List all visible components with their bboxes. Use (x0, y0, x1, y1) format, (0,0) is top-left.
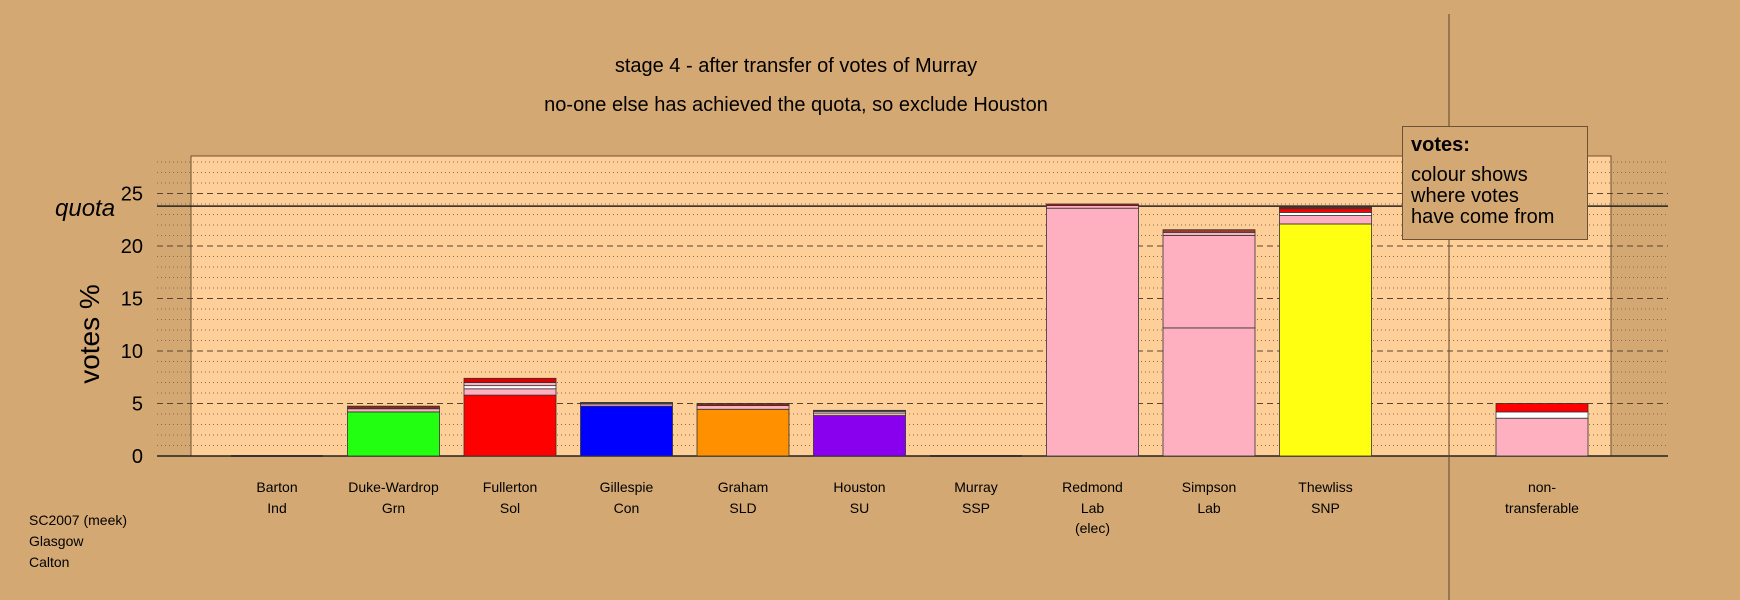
candidate-party: SU (850, 500, 869, 516)
candidate-party: Lab (1197, 500, 1221, 516)
legend-box: votes: colour shows where votes have com… (1402, 126, 1588, 240)
bar-segment-fullerton (463, 394, 557, 457)
y-tick-label: 20 (121, 236, 143, 258)
nontransferable-label-1: non- (1528, 479, 1556, 495)
footer-ward: Calton (29, 554, 70, 570)
nontransferable-label-2: transferable (1505, 500, 1579, 516)
bar-segment-thewliss (1279, 215, 1372, 225)
bar-segment-graham (696, 403, 790, 406)
bar-segment-gillespie (580, 405, 673, 457)
candidate-party: Grn (382, 500, 405, 516)
candidate-name: Murray (954, 479, 998, 495)
candidate-party: SLD (729, 500, 756, 516)
bar-segment-nontransferable (1495, 417, 1589, 457)
candidate-party: Con (614, 500, 640, 516)
bar-segment-thewliss (1279, 223, 1372, 457)
y-tick-label: 25 (121, 184, 143, 206)
bar-segment-houston (813, 409, 906, 412)
candidate-name: Barton (256, 479, 297, 495)
bars (231, 203, 1589, 457)
bar-segment-fullerton (463, 382, 557, 387)
bar-segment-nontransferable (1495, 411, 1589, 419)
chart-title: stage 4 - after transfer of votes of Mur… (615, 55, 977, 77)
bar-segment-houston (813, 415, 906, 457)
bar-segment-thewliss (1279, 208, 1372, 213)
candidate-name: Fullerton (483, 479, 537, 495)
bar-segment-thewliss (1279, 211, 1372, 216)
candidate-party: Sol (500, 500, 520, 516)
bar-segment-fullerton (463, 388, 557, 396)
bar-segment-fullerton (463, 385, 557, 390)
y-tick-label: 15 (121, 289, 143, 311)
bar-segment-fullerton (463, 377, 557, 383)
footer-caption: SC2007 (meek) Glasgow Calton (29, 510, 127, 573)
bar-segment-simpson (1162, 235, 1256, 329)
bar-segment-duke-wardrop (347, 405, 440, 410)
bar-segment-simpson (1162, 327, 1256, 457)
bar-segment-nontransferable (1495, 403, 1589, 413)
y-axis: 0 5 10 15 20 25 (121, 184, 143, 469)
bar-segment-graham (696, 408, 790, 457)
candidate-name: Simpson (1182, 479, 1236, 495)
chart-subtitle: no-one else has achieved the quota, so e… (544, 94, 1048, 116)
candidate-name: Duke-Wardrop (348, 479, 439, 495)
y-tick-label: 5 (132, 394, 143, 416)
candidate-name: Graham (718, 479, 769, 495)
legend-line-3: have come from (1411, 206, 1555, 228)
candidate-note: (elec) (1075, 520, 1110, 536)
candidate-name: Thewliss (1298, 479, 1352, 495)
legend-line-1: colour shows (1411, 164, 1528, 186)
candidate-name: Gillespie (600, 479, 654, 495)
candidate-name: Redmond (1062, 479, 1123, 495)
candidate-party: SNP (1311, 500, 1340, 516)
candidate-party: Ind (267, 500, 286, 516)
bar-segment-simpson (1162, 231, 1256, 236)
bar-segment-redmond (1046, 203, 1139, 206)
y-tick-label: 0 (132, 446, 143, 468)
footer-election: SC2007 (meek) (29, 512, 128, 528)
bar-segment-gillespie (580, 402, 673, 405)
candidate-name: Houston (833, 479, 885, 495)
bar-segment-thewliss (1279, 206, 1372, 210)
bar-segment-redmond (1046, 207, 1139, 457)
bar-segment-simpson (1162, 229, 1256, 233)
candidate-party: Lab (1081, 500, 1105, 516)
legend-line-2: where votes (1411, 185, 1519, 207)
y-tick-label: 10 (121, 341, 143, 363)
footer-council: Glasgow (29, 533, 84, 549)
quota-label: quota (55, 195, 115, 222)
legend-title: votes: (1411, 134, 1470, 156)
candidate-party: SSP (962, 500, 990, 516)
bar-segment-duke-wardrop (347, 411, 440, 457)
candidate-labels: Barton Ind Duke-Wardrop Grn Fullerton Sol Gill… (256, 479, 1579, 536)
bar-segment-graham (696, 405, 790, 410)
y-axis-label: votes % (74, 284, 105, 384)
bar-segment-duke-wardrop (347, 408, 440, 413)
